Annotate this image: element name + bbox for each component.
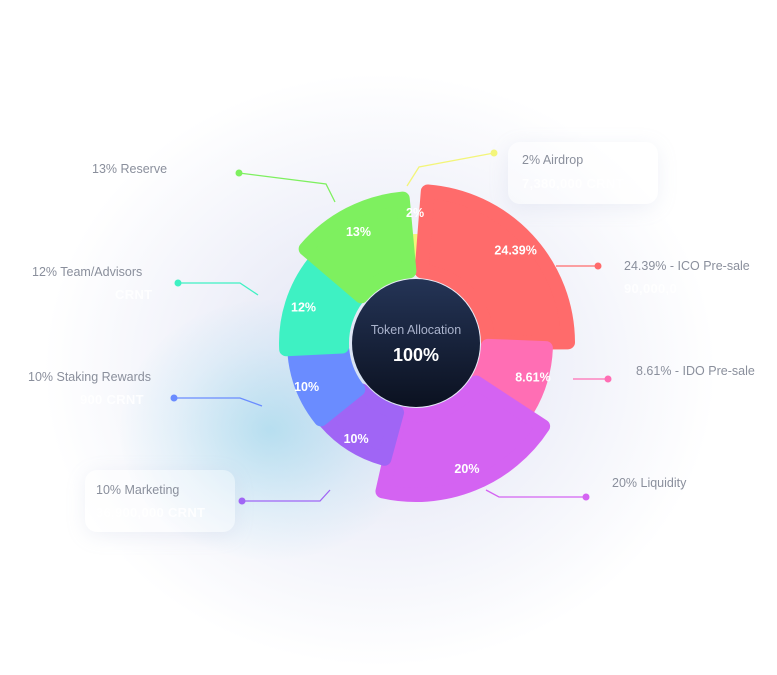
connector-dot-staking [170,394,178,402]
connector-dot-marketing [238,497,246,505]
center-title: Token Allocation [371,323,461,337]
slice-reserve [298,191,417,304]
ico-sub: 90,000,0 [624,281,678,296]
airdrop-label: 2% Airdrop [522,153,584,167]
reserve-label: 13% Reserve [92,162,168,176]
connector-dot-airdrop [490,149,498,157]
pct-label-team-advisors: 12% [291,300,316,314]
connector-team [178,282,259,296]
pct-label-marketing: 10% [344,432,369,446]
pct-label-ido-pre-sale: 8.61% [515,371,550,385]
airdrop-card [508,142,658,204]
airdrop-sub: 7,380,000 CRNT [522,176,624,191]
marketing-card [85,470,235,532]
connector-airdrop [406,152,495,187]
ido-label: 8.61% - IDO Pre-sale [636,364,755,378]
connector-dot-ido [604,375,612,383]
connector-dot-liquidity [582,493,590,501]
slice-ico-pre-sale [414,184,575,350]
callout-connectors [170,149,612,505]
connector-staking [174,397,263,407]
donut-slices [279,184,575,502]
connector-reserve [238,172,336,203]
connector-dot-reserve [235,169,243,177]
connector-marketing [242,489,331,502]
ico-label: 24.39% - ICO Pre-sale [624,259,750,273]
center-disc [352,279,480,407]
slice-percent-labels: 2% 24.39% 8.61% 20% 10% 10% 12% 13% [291,206,551,476]
pct-label-airdrop: 2% [406,206,424,220]
team-label: 12% Team/Advisors [32,265,143,279]
staking-label: 10% Staking Rewards [28,370,151,384]
liquidity-label: 20% Liquidity [612,476,687,490]
marketing-label: 10% Marketing [96,483,180,497]
connector-dot-team [174,279,182,287]
staking-sub: 900 CRNT [80,392,144,407]
slice-liquidity [375,375,551,502]
connector-liquidity [485,489,586,498]
marketing-sub: 36,900,000 CRNT [96,505,206,520]
pct-label-ico-pre-sale: 24.39% [494,243,536,257]
center-value: 100% [393,345,439,365]
connector-dot-ico [594,262,602,270]
pct-label-reserve: 13% [346,225,371,239]
team-sub: CRNT [115,287,153,302]
pct-label-staking-rewards: 10% [294,380,319,394]
pct-label-liquidity: 20% [454,462,479,476]
